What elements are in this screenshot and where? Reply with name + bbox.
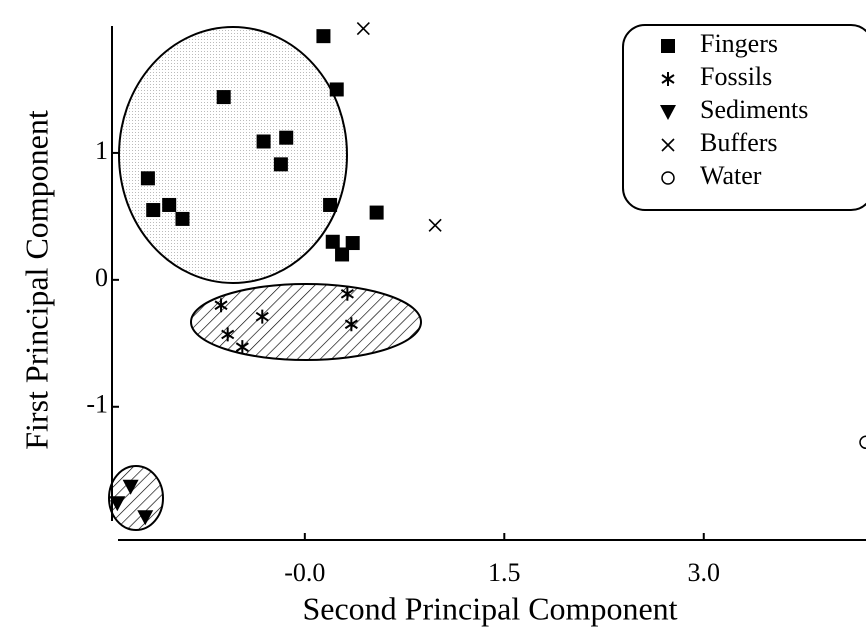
marker-asterisk	[221, 327, 235, 342]
cluster-ellipse	[118, 26, 348, 284]
x-axis-title: Second Principal Component	[302, 590, 677, 626]
legend-label: Fingers	[700, 29, 778, 58]
marker-square	[323, 197, 338, 212]
marker-triangle	[137, 510, 154, 526]
y-tick-label: 1	[95, 136, 108, 165]
legend-label: Fossils	[700, 62, 772, 91]
marker-cross	[661, 138, 675, 152]
marker-square	[345, 236, 360, 251]
marker-asterisk	[340, 286, 354, 301]
marker-square	[216, 90, 231, 105]
marker-cross	[356, 21, 370, 36]
marker-triangle	[660, 105, 676, 120]
marker-asterisk	[661, 72, 675, 86]
marker-square	[316, 29, 331, 44]
x-tick-label: -0.0	[284, 558, 325, 587]
marker-square	[325, 234, 340, 249]
marker-cross	[428, 218, 442, 232]
marker-circle	[859, 435, 866, 450]
marker-asterisk	[255, 309, 269, 324]
marker-square	[329, 82, 344, 97]
marker-triangle	[122, 479, 139, 495]
legend-label: Water	[700, 161, 762, 190]
legend-label: Sediments	[700, 95, 808, 124]
marker-square	[661, 39, 675, 53]
marker-square	[162, 197, 177, 212]
y-tick-label: 0	[95, 263, 108, 292]
cluster-outlines	[108, 26, 422, 531]
x-tick-label: 3.0	[688, 558, 721, 587]
legend-label: Buffers	[700, 128, 778, 157]
marker-square	[279, 130, 294, 145]
marker-triangle	[109, 496, 126, 512]
y-axis-title: First Principal Component	[18, 110, 54, 450]
marker-square	[273, 157, 288, 172]
plot-area: -0.0 1.5 3.0 1 0 -1 Fingers Fossils Sediments Buf…	[86, 21, 866, 587]
marker-square	[175, 211, 190, 226]
x-tick-label: 1.5	[488, 558, 521, 587]
marker-asterisk	[344, 317, 358, 332]
cluster-ellipse	[190, 283, 422, 361]
marker-square	[140, 171, 155, 186]
legend-box	[622, 24, 866, 211]
marker-square	[256, 134, 271, 149]
marker-square	[335, 247, 350, 262]
marker-asterisk	[235, 340, 249, 355]
marker-asterisk	[214, 298, 228, 313]
y-tick-label: -1	[86, 390, 108, 419]
marker-square	[146, 203, 161, 218]
marker-circle	[661, 171, 675, 185]
marker-square	[369, 205, 384, 220]
